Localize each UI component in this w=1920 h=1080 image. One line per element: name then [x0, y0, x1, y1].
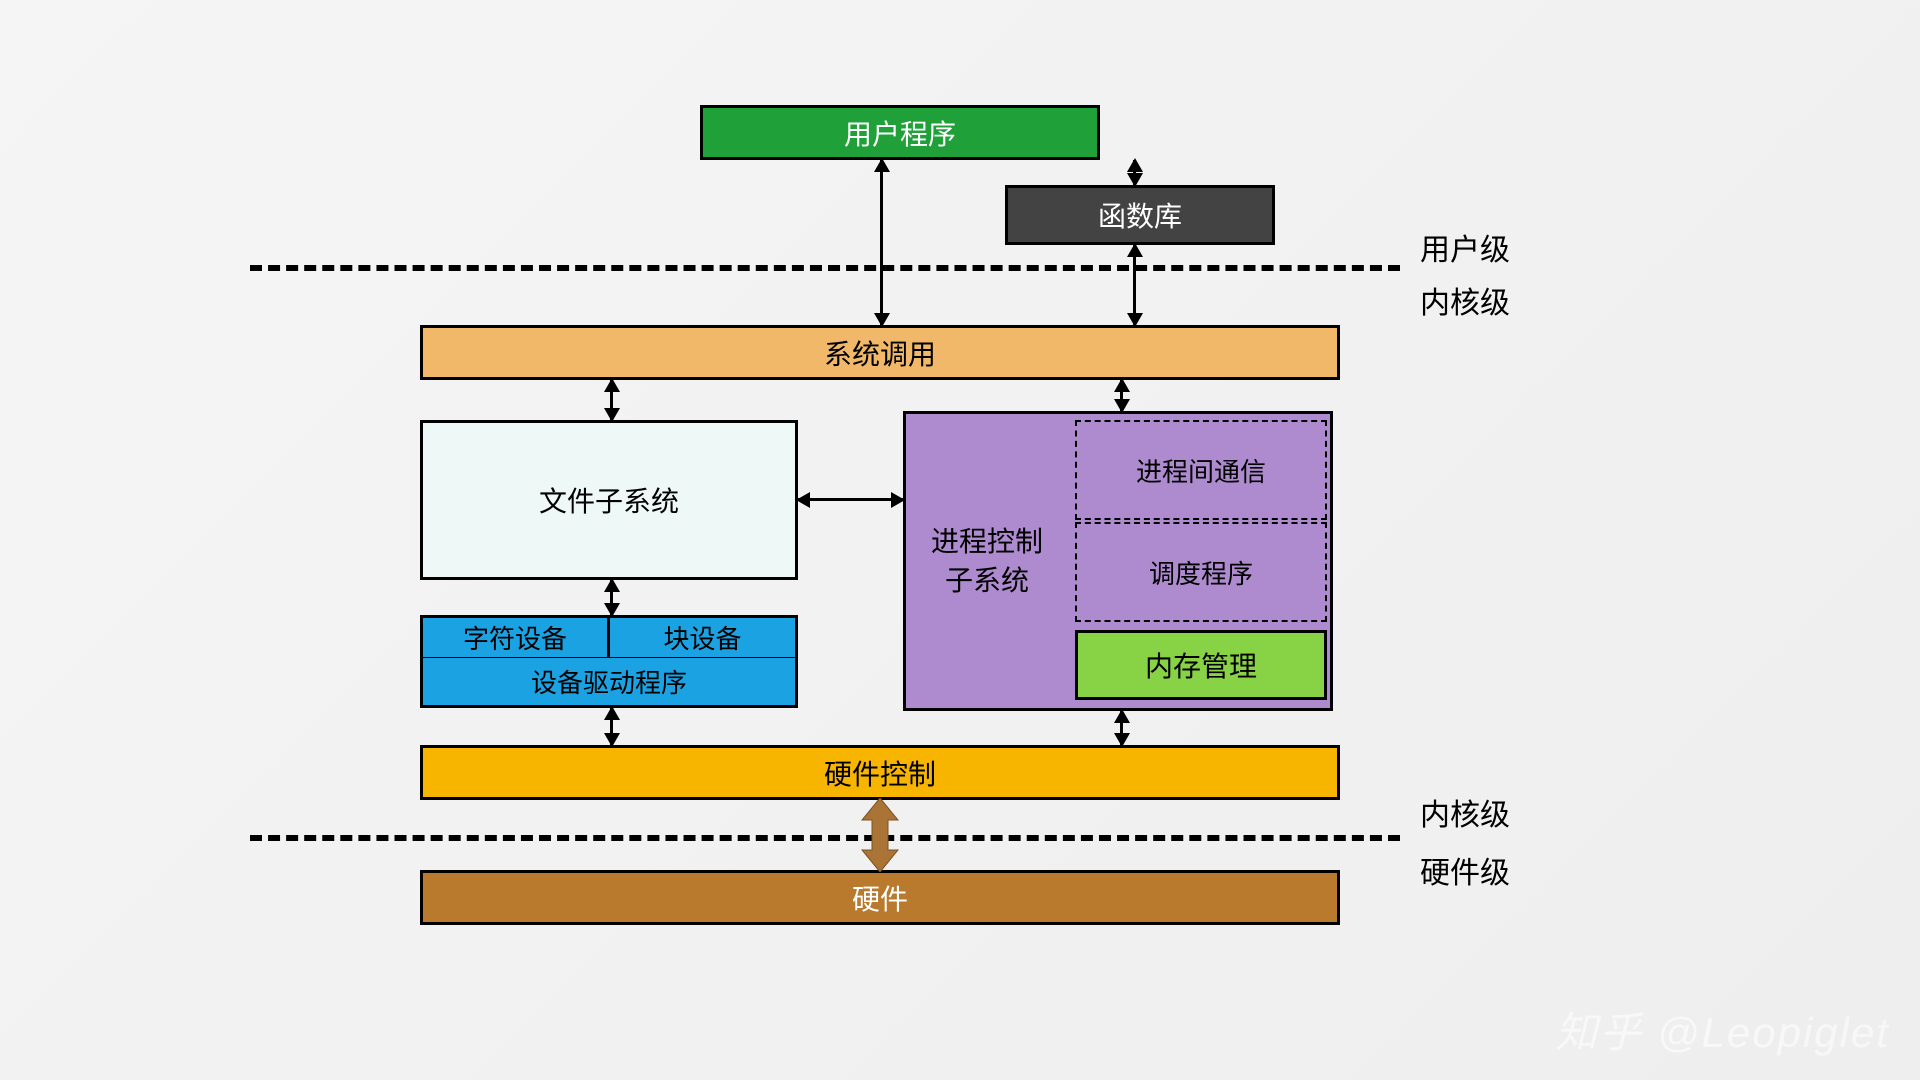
- label-process-control: 进程控制 子系统: [931, 522, 1043, 600]
- arrow-file-device: [610, 580, 613, 615]
- node-function-lib: 函数库: [1005, 185, 1275, 245]
- node-system-call: 系统调用: [420, 325, 1340, 380]
- label-system-call: 系统调用: [824, 333, 936, 373]
- label-char-device: 字符设备: [463, 619, 567, 656]
- label-scheduler: 调度程序: [1149, 554, 1253, 591]
- arrow-file-process: [798, 498, 903, 501]
- arrow-hwcontrol-hardware: [858, 798, 902, 872]
- node-user-program: 用户程序: [700, 105, 1100, 160]
- node-char-device: 字符设备: [420, 615, 610, 660]
- arrow-syscall-file: [610, 380, 613, 420]
- level-kernel-top: 内核级: [1420, 278, 1510, 322]
- arrow-syscall-process: [1120, 380, 1123, 411]
- label-memory-mgmt: 内存管理: [1145, 645, 1257, 685]
- label-device-driver: 设备驱动程序: [531, 663, 687, 700]
- level-kernel-bot: 内核级: [1420, 790, 1510, 834]
- arrow-funclib-syscall: [1133, 245, 1136, 325]
- label-user-program: 用户程序: [844, 113, 956, 153]
- level-user: 用户级: [1420, 225, 1510, 269]
- label-block-device: 块设备: [663, 619, 741, 656]
- label-function-lib: 函数库: [1098, 195, 1182, 235]
- node-hardware-control: 硬件控制: [420, 745, 1340, 800]
- node-scheduler: 调度程序: [1075, 522, 1327, 622]
- level-hardware: 硬件级: [1420, 848, 1510, 892]
- arrow-device-hwcontrol: [610, 708, 613, 745]
- node-block-device: 块设备: [610, 615, 798, 660]
- node-file-subsystem: 文件子系统: [420, 420, 798, 580]
- label-ipc: 进程间通信: [1136, 452, 1266, 489]
- divider-kernel-hardware: [250, 835, 1400, 841]
- arrow-userprog-syscall: [880, 160, 883, 325]
- label-hardware-control: 硬件控制: [824, 753, 936, 793]
- label-file-subsystem: 文件子系统: [539, 480, 679, 520]
- node-hardware: 硬件: [420, 870, 1340, 925]
- arrow-userprog-funclib: [1133, 160, 1136, 185]
- divider-user-kernel: [250, 265, 1400, 271]
- label-hardware: 硬件: [852, 878, 908, 918]
- watermark: 知乎 @Leopiglet: [1555, 999, 1890, 1060]
- node-memory-mgmt: 内存管理: [1075, 630, 1327, 700]
- node-device-driver: 设备驱动程序: [420, 658, 798, 708]
- node-ipc: 进程间通信: [1075, 420, 1327, 520]
- arrow-process-hwcontrol: [1120, 711, 1123, 745]
